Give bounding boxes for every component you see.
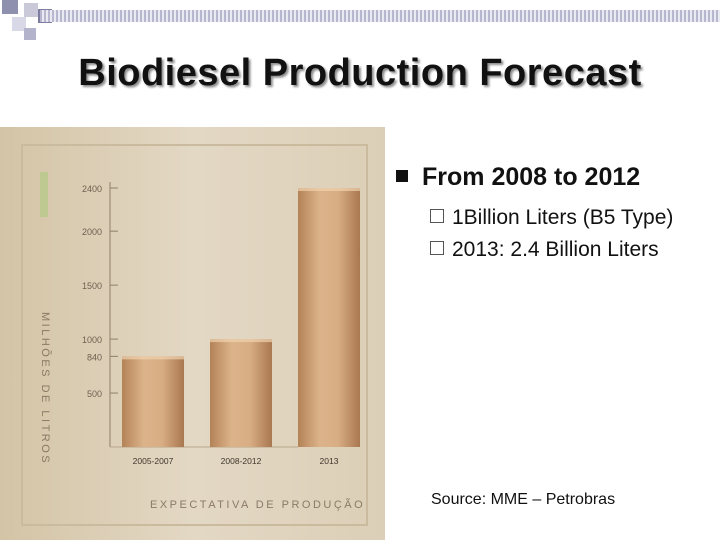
green-strip (40, 172, 48, 217)
y-tick-label: 500 (87, 389, 102, 399)
source-note: Source: MME – Petrobras (431, 491, 616, 508)
bar-top-highlight (122, 356, 184, 360)
bar-2005-2007 (122, 356, 184, 447)
y-tick-label: 840 (87, 352, 102, 362)
x-axis-label: EXPECTATIVA DE PRODUÇÃO (150, 498, 365, 511)
header-rule (40, 10, 720, 22)
bar-2013 (298, 188, 360, 447)
sub-bullet-1: 1Billion Liters (B5 Type) (430, 206, 673, 230)
corner-square-4 (12, 17, 26, 31)
bar-2008-2012 (210, 339, 272, 447)
corner-square-5 (24, 28, 36, 40)
sub-bullet-2-text: 2013: 2.4 Billion Liters (452, 238, 659, 261)
sub-bullet-2: 2013: 2.4 Billion Liters (430, 238, 659, 262)
bullet-heading: From 2008 to 2012 (422, 163, 641, 191)
corner-square-2 (24, 3, 38, 17)
sub-bullet-1-text: 1Billion Liters (B5 Type) (452, 206, 674, 229)
bar-top-highlight (298, 188, 360, 191)
chart-photo: 500 840 1000 1500 2000 2400 2005-2007 2008-201… (0, 127, 385, 540)
x-tick-label: 2013 (320, 456, 339, 466)
x-tick-label: 2005-2007 (133, 456, 174, 466)
y-tick-label: 2000 (82, 227, 102, 237)
checkbox-bullet-icon (430, 209, 444, 223)
panel-frame (21, 144, 368, 526)
y-tick-label: 2400 (82, 184, 102, 194)
checkbox-bullet-icon (430, 241, 444, 255)
bullet-square-icon (396, 170, 408, 182)
x-tick-label: 2008-2012 (221, 456, 262, 466)
bar-top-highlight (210, 339, 272, 343)
y-axis-label: MILHÕES DE LITROS (39, 312, 52, 465)
corner-square-1 (2, 0, 18, 14)
y-tick-label: 1500 (82, 281, 102, 291)
y-tick-label: 1000 (82, 335, 102, 345)
slide-title: Biodiesel Production Forecast (78, 52, 642, 94)
bar-chart: 500 840 1000 1500 2000 2400 2005-2007 2008-201… (0, 127, 385, 540)
